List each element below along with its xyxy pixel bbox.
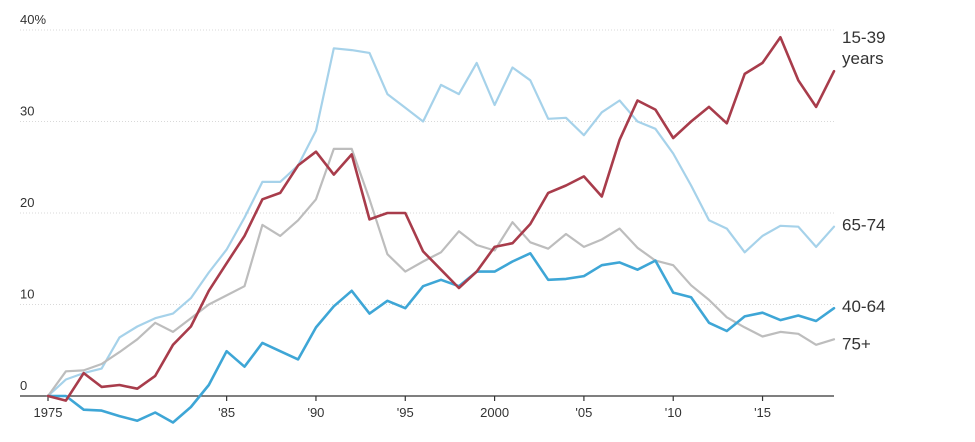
- y-tick-label: 30: [20, 104, 34, 119]
- x-tick-label: 1975: [34, 405, 63, 420]
- y-tick-label: 0: [20, 378, 27, 393]
- y-tick-label: 10: [20, 287, 34, 302]
- series-line-65-74: [46, 47, 836, 398]
- axes: 0 10 20 30 40% 1975 '85 '90 '95 2000 '05 '10 '15: [20, 12, 834, 420]
- x-tick-label: '90: [307, 405, 324, 420]
- series-label-15-39-years: 15-39 years: [842, 28, 885, 68]
- series-lines: [46, 35, 836, 424]
- x-tick-label: '85: [218, 405, 235, 420]
- x-tick-label: 2000: [480, 405, 509, 420]
- series-line-75plus: [46, 147, 836, 398]
- series-label-65-74: 65-74: [842, 216, 885, 235]
- series-line-15-39-years: [46, 35, 836, 402]
- x-tick-label: '15: [754, 405, 771, 420]
- series-label-40-64: 40-64: [842, 297, 885, 316]
- x-tick-label: '95: [397, 405, 414, 420]
- series-line-40-64: [46, 252, 836, 424]
- series-labels: 15-39 years 65-74 40-64 75+: [842, 28, 885, 353]
- grid: [20, 29, 834, 305]
- y-tick-label: 40%: [20, 12, 46, 27]
- x-tick-label: '10: [665, 405, 682, 420]
- series-label-75plus: 75+: [842, 334, 871, 353]
- y-tick-label: 20: [20, 195, 34, 210]
- x-tick-label: '05: [575, 405, 592, 420]
